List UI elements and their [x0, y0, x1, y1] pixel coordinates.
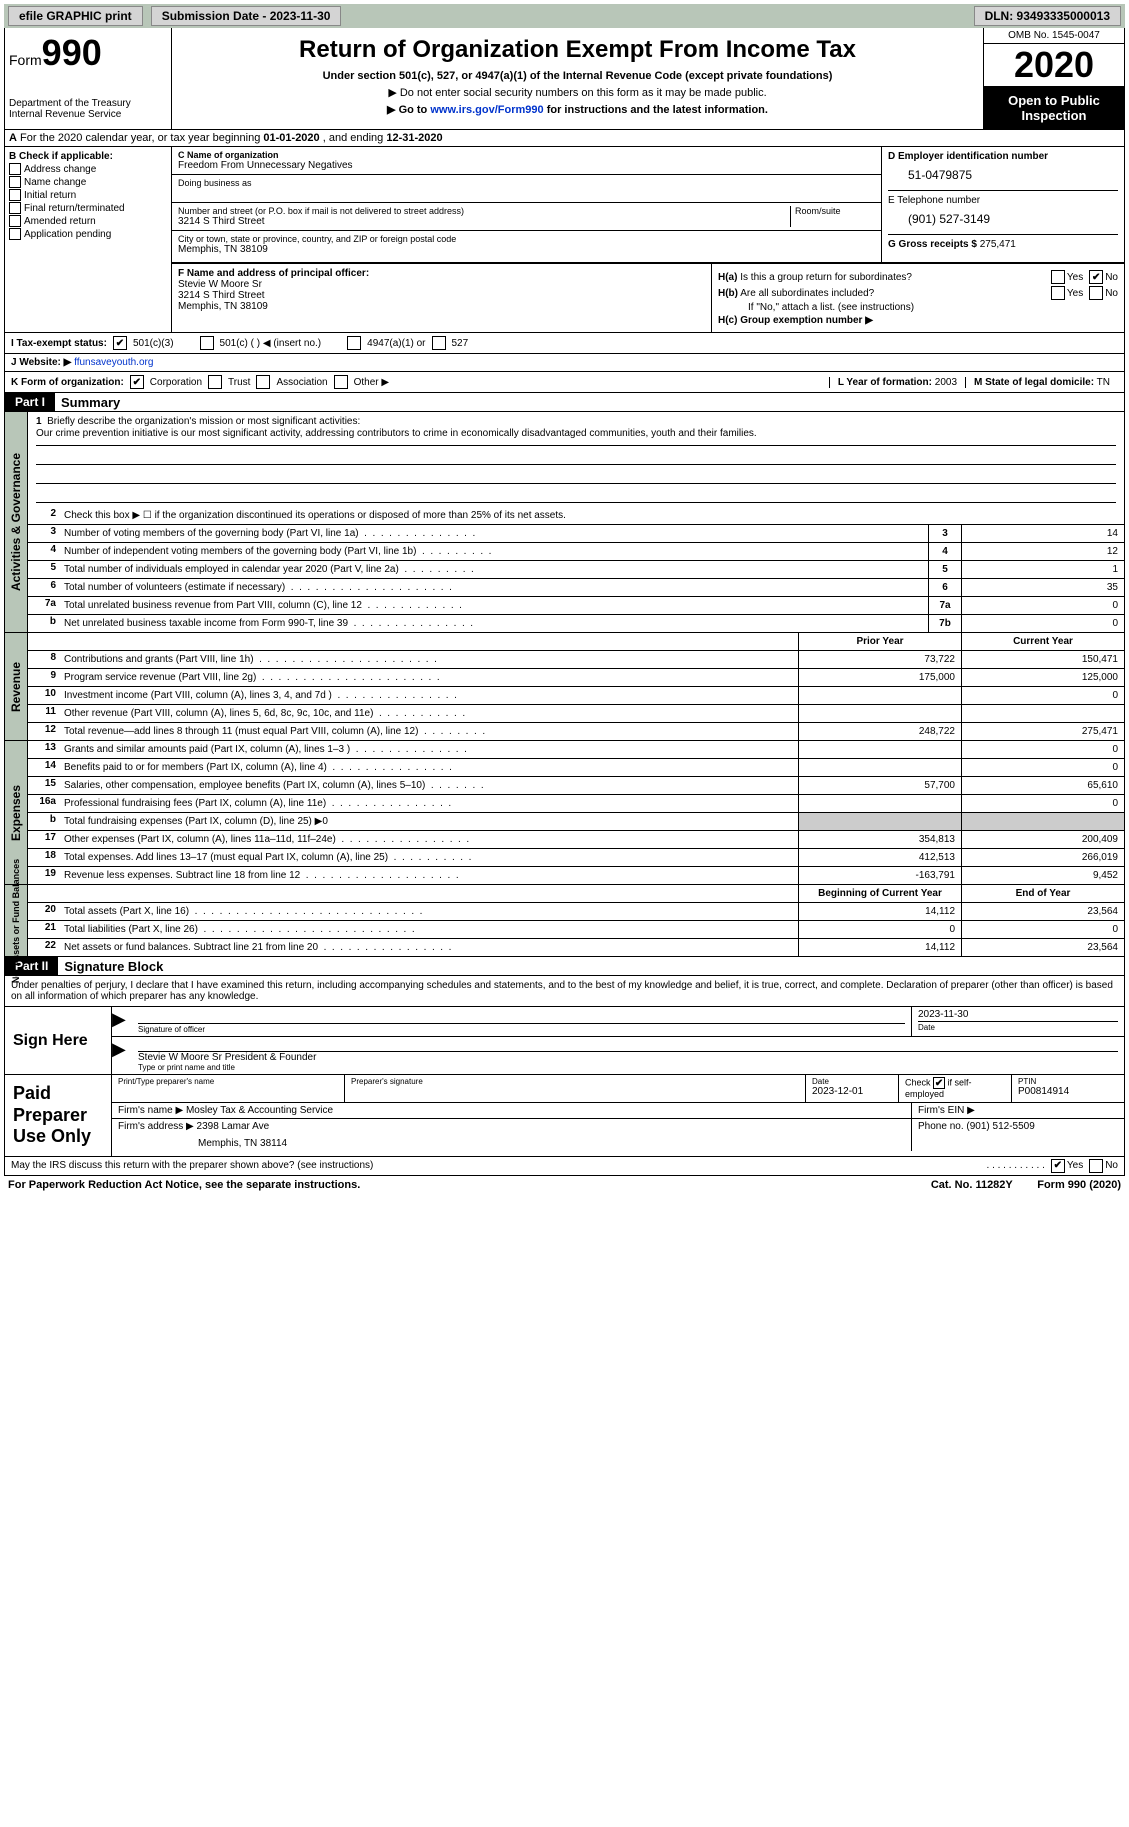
firm-address: 2398 Lamar Ave [197, 1121, 270, 1132]
checkbox-trust[interactable] [208, 375, 222, 389]
section-h: H(a) Is this a group return for subordin… [712, 264, 1124, 332]
ein-value: 51-0479875 [908, 168, 1118, 182]
line-j: J Website: ▶ ffunsaveyouth.org [4, 354, 1125, 372]
year-formation: L Year of formation: 2003 [829, 377, 965, 388]
table-row: 20 Total assets (Part X, line 16) . . . … [28, 903, 1124, 921]
checkbox-discuss-yes[interactable]: ✔ [1051, 1159, 1065, 1173]
table-row: 10 Investment income (Part VIII, column … [28, 687, 1124, 705]
form-title: Return of Organization Exempt From Incom… [176, 36, 979, 64]
part-1-header: Part I [5, 393, 55, 411]
table-row: 14 Benefits paid to or for members (Part… [28, 759, 1124, 777]
form-id-block: Form990 Department of the Treasury Inter… [5, 28, 172, 129]
table-row: 17 Other expenses (Part IX, column (A), … [28, 831, 1124, 849]
table-row: 19 Revenue less expenses. Subtract line … [28, 867, 1124, 884]
org-city: Memphis, TN 38109 [178, 244, 875, 255]
officer-name: Stevie W Moore Sr President & Founder [138, 1052, 316, 1063]
efile-print-button[interactable]: efile GRAPHIC print [8, 6, 143, 26]
checkbox-527[interactable] [432, 336, 446, 350]
table-row: 13 Grants and similar amounts paid (Part… [28, 741, 1124, 759]
table-row: 7a Total unrelated business revenue from… [28, 597, 1124, 615]
checkbox-discuss-no[interactable] [1089, 1159, 1103, 1173]
checkbox-app-pending[interactable] [9, 228, 21, 240]
checkbox-name-change[interactable] [9, 176, 21, 188]
instructions-link[interactable]: www.irs.gov/Form990 [430, 104, 543, 116]
side-net-assets: Net Assets or Fund Balances [11, 858, 21, 982]
section-b: B Check if applicable: Address change Na… [5, 147, 172, 332]
firm-name: Mosley Tax & Accounting Service [186, 1105, 333, 1116]
state-domicile: M State of legal domicile: TN [965, 377, 1118, 388]
table-row: b Total fundraising expenses (Part IX, c… [28, 813, 1124, 831]
side-revenue: Revenue [9, 661, 23, 711]
signature-intro: Under penalties of perjury, I declare th… [4, 976, 1125, 1007]
checkbox-assoc[interactable] [256, 375, 270, 389]
sign-here-label: Sign Here [5, 1007, 112, 1074]
table-row: 6 Total number of volunteers (estimate i… [28, 579, 1124, 597]
checkbox-501c[interactable] [200, 336, 214, 350]
checkbox-address-change[interactable] [9, 163, 21, 175]
checkbox-ha-yes[interactable] [1051, 270, 1065, 284]
year-block: OMB No. 1545-0047 2020 Open to Public In… [983, 28, 1124, 129]
org-address: 3214 S Third Street [178, 216, 790, 227]
checkbox-hb-yes[interactable] [1051, 286, 1065, 300]
side-governance: Activities & Governance [9, 453, 23, 591]
table-row: 4 Number of independent voting members o… [28, 543, 1124, 561]
line-k: K Form of organization: ✔Corporation Tru… [11, 375, 829, 389]
ptin-value: P00814914 [1018, 1086, 1118, 1097]
table-row: b Net unrelated business taxable income … [28, 615, 1124, 632]
table-row: 9 Program service revenue (Part VIII, li… [28, 669, 1124, 687]
table-row: 18 Total expenses. Add lines 13–17 (must… [28, 849, 1124, 867]
checkbox-501c3[interactable]: ✔ [113, 336, 127, 350]
table-row: 21 Total liabilities (Part X, line 26) .… [28, 921, 1124, 939]
telephone: (901) 527-3149 [908, 212, 1118, 226]
table-row: 11 Other revenue (Part VIII, column (A),… [28, 705, 1124, 723]
org-name: Freedom From Unnecessary Negatives [178, 160, 875, 171]
checkbox-other[interactable] [334, 375, 348, 389]
checkbox-hb-no[interactable] [1089, 286, 1103, 300]
table-row: 8 Contributions and grants (Part VIII, l… [28, 651, 1124, 669]
top-bar: efile GRAPHIC print Submission Date - 20… [4, 4, 1125, 28]
section-f: F Name and address of principal officer:… [172, 264, 712, 332]
checkbox-ha-no[interactable]: ✔ [1089, 270, 1103, 284]
table-row: 15 Salaries, other compensation, employe… [28, 777, 1124, 795]
checkbox-amended[interactable] [9, 215, 21, 227]
side-expenses: Expenses [9, 784, 23, 840]
table-row: 3 Number of voting members of the govern… [28, 525, 1124, 543]
paid-preparer-label: Paid Preparer Use Only [5, 1075, 112, 1156]
checkbox-initial-return[interactable] [9, 189, 21, 201]
table-row: 5 Total number of individuals employed i… [28, 561, 1124, 579]
tax-year-line: A For the 2020 calendar year, or tax yea… [4, 130, 1125, 146]
mission-text: Our crime prevention initiative is our m… [36, 427, 1116, 446]
checkbox-4947[interactable] [347, 336, 361, 350]
checkbox-corp[interactable]: ✔ [130, 375, 144, 389]
table-row: 12 Total revenue—add lines 8 through 11 … [28, 723, 1124, 740]
line-i: I Tax-exempt status: ✔501(c)(3) 501(c) (… [4, 333, 1125, 354]
table-row: 22 Net assets or fund balances. Subtract… [28, 939, 1124, 956]
dln-label: DLN: 93493335000013 [974, 6, 1121, 26]
gross-receipts: 275,471 [980, 239, 1016, 250]
form-title-block: Return of Organization Exempt From Incom… [172, 28, 983, 129]
pra-notice: For Paperwork Reduction Act Notice, see … [8, 1179, 360, 1191]
submission-date: Submission Date - 2023-11-30 [151, 6, 342, 26]
website-link[interactable]: ffunsaveyouth.org [74, 357, 153, 368]
firm-phone: (901) 512-5509 [966, 1121, 1034, 1132]
table-row: 16a Professional fundraising fees (Part … [28, 795, 1124, 813]
checkbox-final-return[interactable] [9, 202, 21, 214]
